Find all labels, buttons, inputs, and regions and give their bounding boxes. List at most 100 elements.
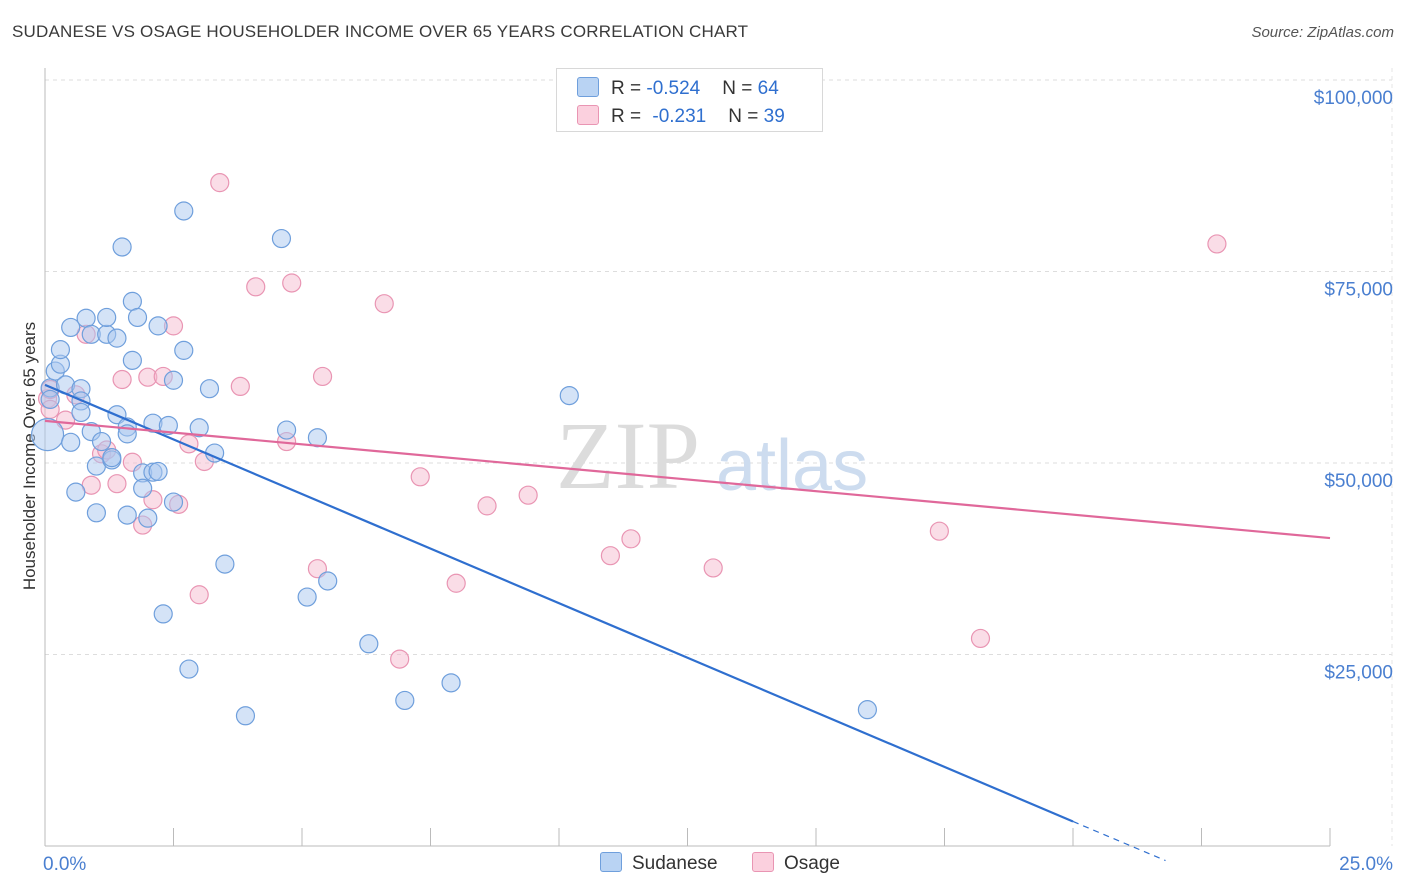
- sudanese-point: [122, 291, 142, 311]
- sudanese-point: [133, 478, 153, 498]
- osage-point: [390, 649, 410, 669]
- sudanese-point: [71, 402, 91, 423]
- sudanese-point: [158, 415, 178, 436]
- osage-r-value: -0.231: [652, 106, 707, 127]
- osage-n-label: N =: [728, 106, 764, 127]
- osage-point: [55, 410, 76, 430]
- sudanese-point: [76, 308, 96, 328]
- sudanese-point: [395, 690, 415, 711]
- sudanese-point: [163, 492, 184, 512]
- sudanese-trend-line: [44, 383, 1074, 823]
- sudanese-swatch: [577, 77, 599, 97]
- y-tick-label-0: $100,000: [1314, 88, 1393, 109]
- osage-r-label: R =: [611, 106, 647, 127]
- sudanese-r-value: -0.524: [646, 78, 701, 99]
- osage-point: [410, 467, 430, 487]
- sudanese-point: [153, 604, 173, 624]
- sudanese-point: [61, 317, 81, 338]
- sudanese-point: [40, 389, 60, 410]
- sudanese-point: [112, 237, 132, 257]
- osage-point: [107, 474, 127, 494]
- sudanese-point: [359, 634, 379, 654]
- sudanese-trend-extension: [1072, 820, 1166, 862]
- watermark-zip: ZIP: [556, 402, 700, 509]
- sudanese-point: [148, 316, 168, 336]
- osage-point: [112, 369, 132, 390]
- sudanese-n-label: N =: [722, 78, 758, 99]
- bottom-legend-osage: Osage: [752, 852, 840, 875]
- osage-point: [312, 366, 333, 387]
- sudanese-point: [122, 350, 142, 370]
- sudanese-point: [215, 554, 235, 574]
- sudanese-point: [276, 420, 297, 440]
- sudanese-point: [138, 508, 158, 528]
- sudanese-point: [307, 428, 328, 448]
- legend-row-sudanese: R = -0.524 N = 64: [577, 77, 779, 100]
- bottom-sudanese-swatch: [600, 852, 622, 872]
- osage-swatch: [577, 105, 599, 125]
- y-tick-label-2: $50,000: [1324, 471, 1393, 492]
- legend-row-osage: R = -0.231 N = 39: [577, 105, 785, 128]
- chart-title: SUDANESE VS OSAGE HOUSEHOLDER INCOME OVE…: [12, 22, 749, 41]
- bottom-sudanese-label: Sudanese: [632, 853, 718, 874]
- osage-point: [446, 573, 466, 593]
- sudanese-point: [174, 340, 194, 360]
- sudanese-n-value: 64: [757, 78, 779, 99]
- trend-lines: [44, 383, 1331, 862]
- sudanese-point: [148, 461, 168, 482]
- osage-point: [970, 628, 991, 649]
- sudanese-points: [30, 201, 878, 726]
- sudanese-point: [271, 228, 292, 249]
- osage-point: [210, 173, 230, 193]
- osage-trend-line: [44, 419, 1331, 540]
- sudanese-point: [235, 706, 256, 726]
- osage-point: [246, 277, 266, 297]
- osage-point: [600, 546, 621, 566]
- sudanese-point: [117, 505, 137, 525]
- sudanese-point: [102, 448, 122, 468]
- osage-point: [929, 521, 949, 541]
- watermark: ZIP atlas: [556, 402, 868, 509]
- sudanese-point: [297, 587, 317, 607]
- sudanese-point: [179, 659, 199, 679]
- tick-labels: $100,000 $75,000 $50,000 $25,000 0.0% 25.0%: [43, 88, 1393, 875]
- osage-n-value: 39: [763, 106, 785, 127]
- osage-point: [1207, 234, 1227, 254]
- osage-point: [307, 559, 328, 579]
- osage-point: [189, 585, 209, 605]
- osage-point: [282, 273, 302, 293]
- sudanese-point: [97, 307, 117, 328]
- osage-point: [374, 294, 394, 314]
- sudanese-point: [50, 340, 71, 360]
- osage-point: [703, 558, 723, 578]
- sudanese-r-label: R =: [611, 78, 647, 99]
- osage-point: [477, 496, 497, 516]
- x-tick-label-0: 0.0%: [43, 854, 86, 875]
- sudanese-point: [189, 418, 209, 438]
- sudanese-point: [127, 307, 148, 328]
- sudanese-point: [199, 379, 220, 399]
- sudanese-point: [86, 503, 107, 523]
- bottom-legend-sudanese: Sudanese: [600, 852, 718, 875]
- sudanese-point: [107, 328, 127, 348]
- axes: [44, 68, 1393, 847]
- sudanese-point: [163, 370, 184, 390]
- sudanese-point: [441, 673, 461, 693]
- sudanese-point: [91, 431, 112, 452]
- sudanese-point: [61, 432, 81, 452]
- sudanese-point: [174, 201, 194, 221]
- sudanese-point: [559, 385, 579, 406]
- sudanese-point: [30, 418, 65, 452]
- osage-point: [230, 376, 250, 396]
- bottom-osage-swatch: [752, 852, 774, 872]
- source-label: Source: ZipAtlas.com: [1251, 24, 1394, 41]
- sudanese-point: [857, 700, 878, 720]
- sudanese-point: [318, 571, 338, 591]
- sudanese-point: [66, 482, 86, 502]
- bottom-osage-label: Osage: [784, 853, 840, 874]
- x-tick-label-1: 25.0%: [1339, 854, 1393, 875]
- y-tick-label-3: $25,000: [1324, 663, 1393, 684]
- osage-point: [518, 485, 538, 505]
- osage-point: [621, 529, 641, 549]
